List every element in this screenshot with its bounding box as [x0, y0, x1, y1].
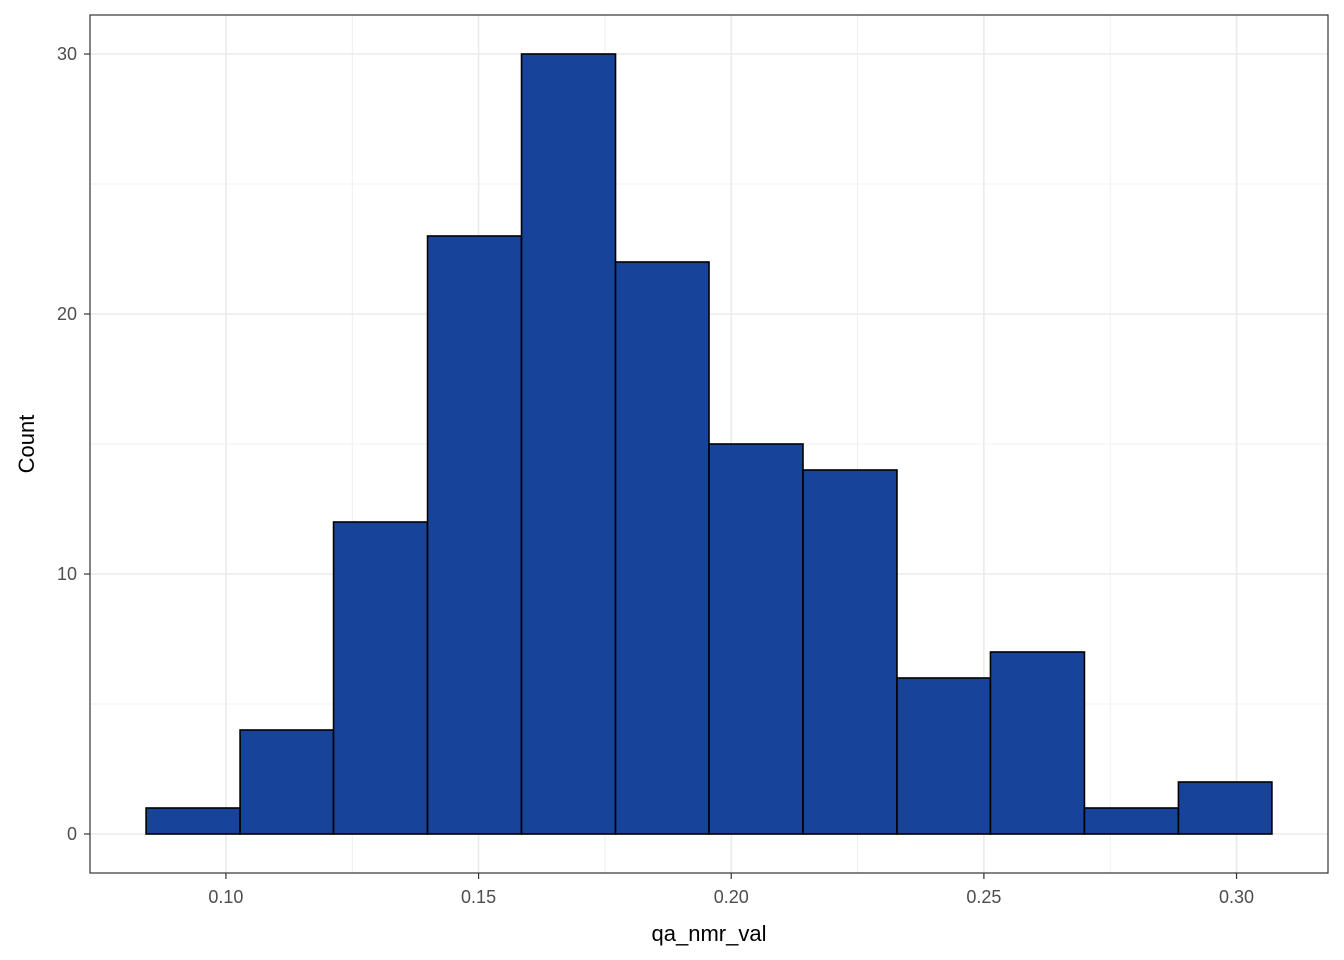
x-axis-title: qa_nmr_val [652, 921, 767, 946]
y-tick-label: 10 [57, 564, 77, 584]
histogram-bar [332, 521, 429, 835]
axis-ticks [84, 53, 1238, 879]
y-tick-label: 30 [57, 44, 77, 64]
y-tick-label: 0 [67, 824, 77, 844]
histogram-bar [708, 443, 804, 835]
x-tick-label: 0.10 [208, 887, 243, 907]
panel-border [89, 14, 1329, 874]
histogram-bar [802, 469, 898, 835]
histogram-bar [239, 729, 335, 835]
y-tick-label: 20 [57, 304, 77, 324]
histogram-bar [520, 53, 617, 835]
histogram-bar [426, 235, 523, 835]
histogram-bars [145, 53, 1273, 835]
x-tick-label: 0.25 [966, 887, 1001, 907]
x-tick-label: 0.30 [1219, 887, 1254, 907]
histogram-bar [989, 651, 1086, 835]
histogram-bar [145, 807, 241, 835]
histogram-bar [896, 677, 992, 835]
histogram-bar [1177, 781, 1273, 835]
histogram-bar [614, 261, 710, 835]
y-axis-title: Count [14, 415, 39, 474]
x-tick-label: 0.15 [461, 887, 496, 907]
x-tick-label: 0.20 [714, 887, 749, 907]
histogram-bar [1083, 807, 1180, 835]
tick-labels: 0.10 0.15 0.20 0.25 0.30 0 10 20 30 [57, 44, 1254, 907]
